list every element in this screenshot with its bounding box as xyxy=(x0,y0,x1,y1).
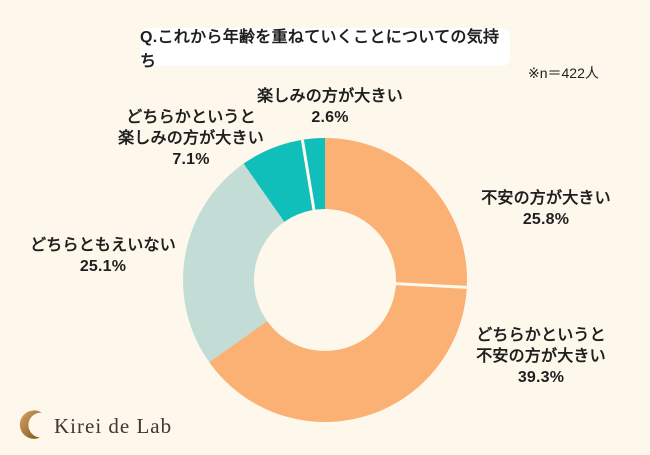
segment-label-line: 楽しみの方が大きい xyxy=(118,130,264,147)
segment-label-line: 不安の方が大きい xyxy=(481,190,611,207)
crescent-moon-icon xyxy=(19,410,42,439)
chart-title-text: Q.これから年齢を重ねていくことについての気持ち xyxy=(140,29,500,70)
sample-size-note: ※n＝422人 xyxy=(528,65,599,81)
segment-label-tanoshimi: 楽しみの方が大きい 2.6% xyxy=(250,86,410,128)
segment-label-pct: 39.3% xyxy=(517,369,565,386)
segment-label-fuan: 不安の方が大きい 25.8% xyxy=(466,188,626,230)
segment-label-line: どちらかというと xyxy=(126,109,256,126)
segment-label-line: どちらともえいない xyxy=(30,237,176,254)
segment-label-line: 楽しみの方が大きい xyxy=(257,88,403,105)
segment-label-pct: 25.1% xyxy=(79,258,127,275)
donut-hole xyxy=(254,209,396,351)
segment-label-pct: 2.6% xyxy=(311,109,349,126)
chart-title: Q.これから年齢を重ねていくことについての気持ち xyxy=(140,28,510,70)
donut-chart xyxy=(183,138,467,422)
segment-label-pct: 7.1% xyxy=(172,151,210,168)
segment-label-pct: 25.8% xyxy=(522,211,570,228)
segment-label-line: 不安の方が大きい xyxy=(476,348,606,365)
segment-label-dochiratomo: どちらともえいない 25.1% xyxy=(23,235,183,277)
segment-label-line: どちらかというと xyxy=(476,327,606,344)
segment-label-dochira-fuan: どちらかというと 不安の方が大きい 39.3% xyxy=(460,325,622,388)
brand-logo: Kirei de Lab xyxy=(16,406,172,446)
brand-name: Kirei de Lab xyxy=(54,413,173,438)
segment-label-dochira-tanoshimi: どちらかというと 楽しみの方が大きい 7.1% xyxy=(109,107,273,170)
